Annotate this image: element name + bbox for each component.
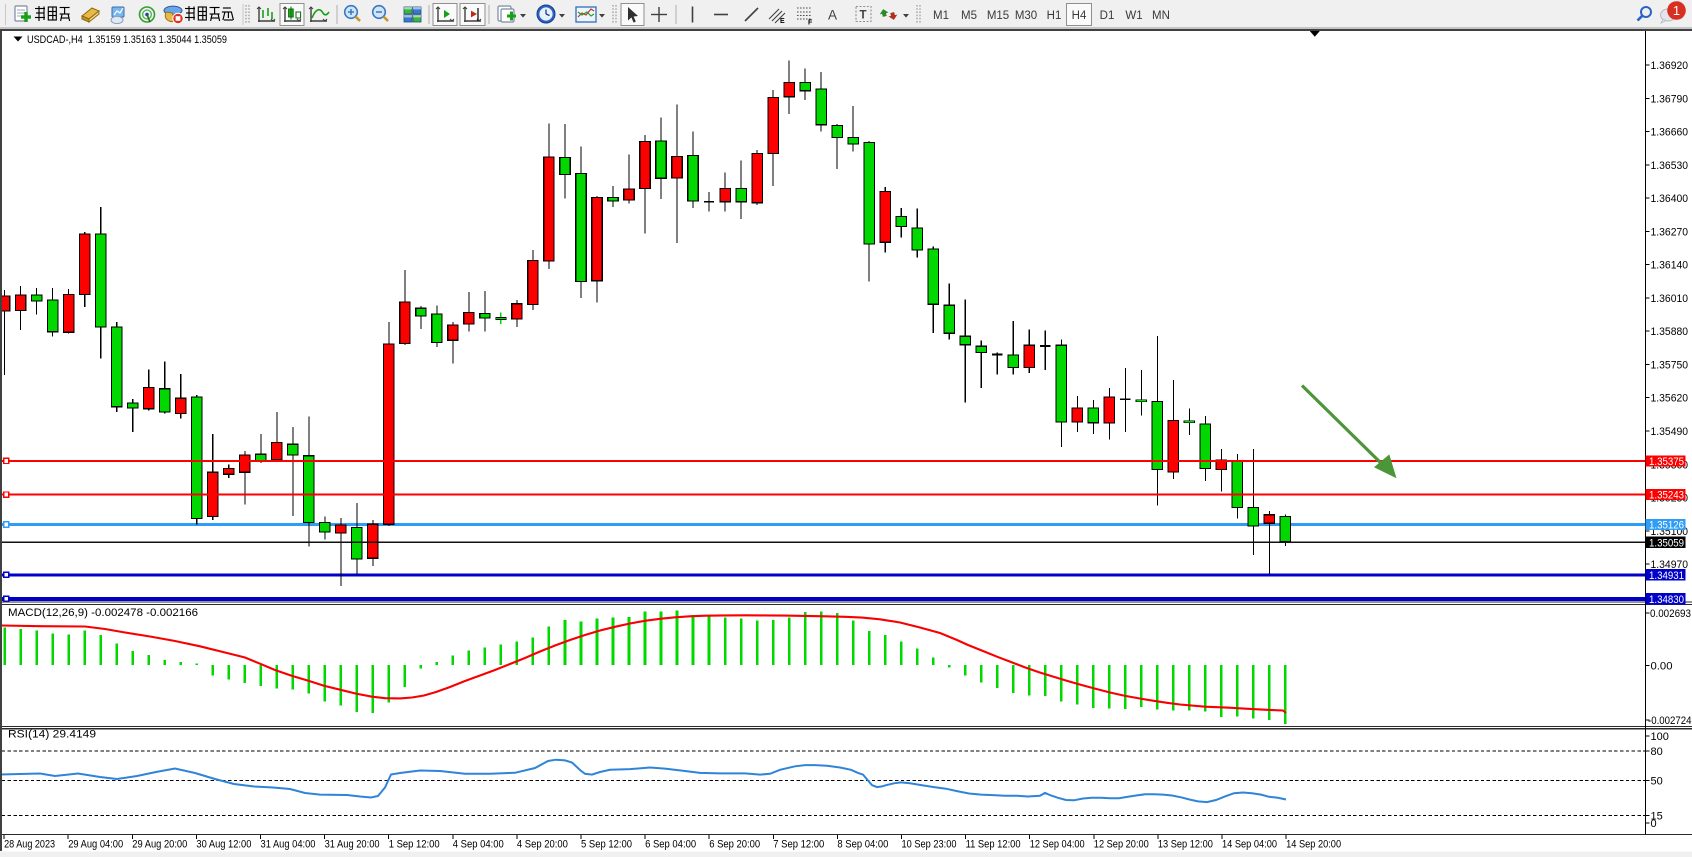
svg-text:30 Aug 12:00: 30 Aug 12:00 xyxy=(196,839,251,851)
svg-text:M1: M1 xyxy=(933,10,949,22)
svg-text:1.36790: 1.36790 xyxy=(1651,93,1689,105)
svg-text:11 Sep 12:00: 11 Sep 12:00 xyxy=(966,839,1021,851)
svg-text:29 Aug 04:00: 29 Aug 04:00 xyxy=(68,839,123,851)
svg-text:28 Aug 2023: 28 Aug 2023 xyxy=(4,839,55,851)
svg-text:6 Sep 20:00: 6 Sep 20:00 xyxy=(709,839,760,851)
svg-text:1.35750: 1.35750 xyxy=(1651,360,1689,372)
svg-text:1.36140: 1.36140 xyxy=(1651,260,1689,272)
svg-text:1.35375: 1.35375 xyxy=(1649,456,1684,468)
svg-text:31 Aug 20:00: 31 Aug 20:00 xyxy=(325,839,380,851)
svg-text:5 Sep 12:00: 5 Sep 12:00 xyxy=(581,839,632,851)
svg-text:1.35880: 1.35880 xyxy=(1651,326,1689,338)
svg-text:0.002693: 0.002693 xyxy=(1650,608,1691,620)
svg-text:12 Sep 20:00: 12 Sep 20:00 xyxy=(1094,839,1149,851)
svg-text:1.35126: 1.35126 xyxy=(1649,520,1684,532)
svg-text:W1: W1 xyxy=(1125,10,1142,22)
svg-text:100: 100 xyxy=(1651,731,1669,743)
svg-text:7 Sep 12:00: 7 Sep 12:00 xyxy=(773,839,824,851)
svg-text:15: 15 xyxy=(1651,811,1663,823)
svg-text:0.00: 0.00 xyxy=(1651,660,1673,672)
svg-text:12 Sep 04:00: 12 Sep 04:00 xyxy=(1030,839,1085,851)
svg-text:F: F xyxy=(808,20,813,27)
svg-text:50: 50 xyxy=(1651,776,1663,788)
svg-text:10 Sep 23:00: 10 Sep 23:00 xyxy=(902,839,957,851)
svg-text:1: 1 xyxy=(1673,3,1680,18)
svg-text:M5: M5 xyxy=(961,10,977,22)
svg-text:1.34830: 1.34830 xyxy=(1649,594,1684,606)
svg-text:1.36530: 1.36530 xyxy=(1651,160,1689,172)
svg-text:USDCAD-,H4 1.35159 1.35163 1.: USDCAD-,H4 1.35159 1.35163 1.35044 1.350… xyxy=(27,34,227,46)
svg-text:1.35243: 1.35243 xyxy=(1649,490,1684,502)
svg-text:13 Sep 12:00: 13 Sep 12:00 xyxy=(1158,839,1213,851)
svg-text:31 Aug 04:00: 31 Aug 04:00 xyxy=(261,839,316,851)
svg-text:29 Aug 20:00: 29 Aug 20:00 xyxy=(132,839,187,851)
svg-text:1.36660: 1.36660 xyxy=(1651,127,1689,139)
svg-text:A: A xyxy=(828,8,837,23)
svg-text:1.36400: 1.36400 xyxy=(1651,193,1689,205)
svg-text:MACD(12,26,9) -0.002478 -0.002: MACD(12,26,9) -0.002478 -0.002166 xyxy=(8,607,198,619)
svg-text:E: E xyxy=(780,18,785,25)
svg-text:14 Sep 20:00: 14 Sep 20:00 xyxy=(1286,839,1341,851)
svg-text:1.35490: 1.35490 xyxy=(1651,426,1689,438)
svg-text:80: 80 xyxy=(1651,746,1663,758)
svg-text:8 Sep 04:00: 8 Sep 04:00 xyxy=(837,839,888,851)
svg-text:1.35620: 1.35620 xyxy=(1651,393,1689,405)
svg-text:H4: H4 xyxy=(1072,10,1087,22)
svg-text:M15: M15 xyxy=(987,10,1009,22)
svg-text:4 Sep 04:00: 4 Sep 04:00 xyxy=(453,839,504,851)
svg-text:T: T xyxy=(860,10,867,22)
svg-text:1.34931: 1.34931 xyxy=(1649,570,1684,582)
svg-text:RSI(14) 29.4149: RSI(14) 29.4149 xyxy=(8,729,96,741)
svg-text:D1: D1 xyxy=(1100,10,1115,22)
svg-text:M30: M30 xyxy=(1015,10,1037,22)
svg-text:1.35059: 1.35059 xyxy=(1649,537,1684,549)
svg-text:H1: H1 xyxy=(1047,10,1062,22)
svg-text:1.36920: 1.36920 xyxy=(1651,60,1689,72)
svg-text:6 Sep 04:00: 6 Sep 04:00 xyxy=(645,839,696,851)
svg-text:0: 0 xyxy=(1651,818,1657,830)
svg-text:1 Sep 12:00: 1 Sep 12:00 xyxy=(389,839,440,851)
svg-text:1.34970: 1.34970 xyxy=(1651,559,1689,571)
svg-text:14 Sep 04:00: 14 Sep 04:00 xyxy=(1222,839,1277,851)
svg-text:4 Sep 20:00: 4 Sep 20:00 xyxy=(517,839,568,851)
svg-text:1.36010: 1.36010 xyxy=(1651,293,1689,305)
svg-text:1.36270: 1.36270 xyxy=(1651,226,1689,238)
svg-text:-0.002724: -0.002724 xyxy=(1648,715,1692,727)
svg-text:MN: MN xyxy=(1152,10,1170,22)
